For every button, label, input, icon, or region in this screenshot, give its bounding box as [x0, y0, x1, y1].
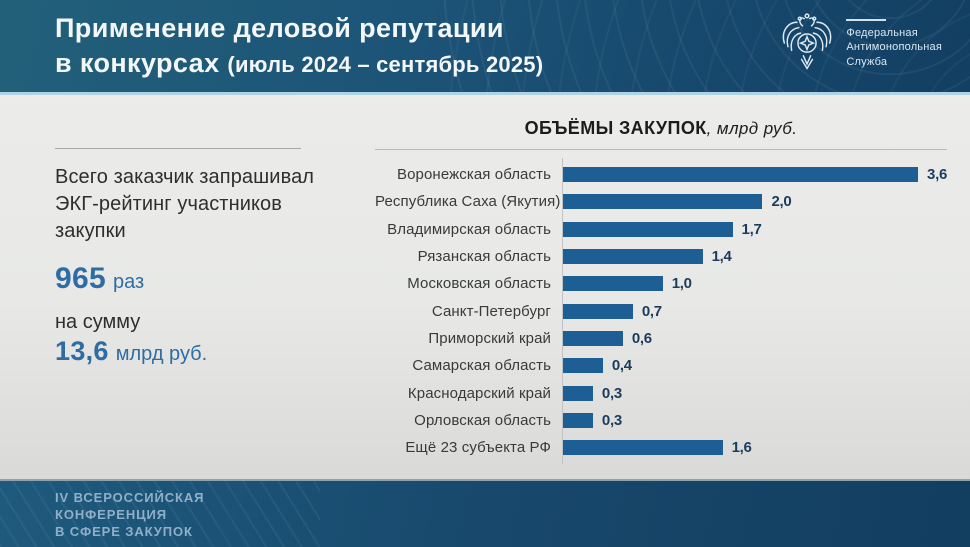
bar-category-label: Приморский край: [428, 329, 551, 347]
bar-category-label: Самарская область: [412, 357, 551, 375]
title-line-2: в конкурсах (июль 2024 – сентябрь 2025): [55, 47, 544, 78]
bar-area: 1,4: [563, 248, 947, 265]
page-title: Применение деловой репутации в конкурсах…: [55, 11, 543, 80]
bar-value-label: 0,3: [601, 411, 622, 429]
header: Применение деловой репутации в конкурсах…: [0, 0, 970, 95]
bar: [563, 358, 603, 374]
bar-category-label: Орловская область: [414, 411, 551, 429]
chart-row: Владимирская область 1,7: [375, 216, 947, 243]
bar-value-label: 1,4: [711, 248, 732, 266]
bar: [563, 194, 763, 210]
bar: [563, 385, 593, 401]
title-line-1: Применение деловой репутации: [55, 13, 504, 43]
bar-value-label: 1,7: [741, 220, 762, 238]
bar-value-label: 0,3: [601, 384, 622, 402]
purchase-volumes-chart: ОБЪЁМЫ ЗАКУПОК, млрд руб. Воронежская об…: [375, 118, 947, 465]
chart-divider: [375, 149, 947, 150]
stat-sum-unit: млрд руб.: [115, 343, 208, 365]
stat-requests: 965 раз: [55, 262, 315, 296]
chart-row: Республика Саха (Якутия) 2,0: [375, 188, 947, 215]
bar-value-label: 0,7: [641, 302, 662, 320]
bar-category-label: Ещё 23 субъекта РФ: [405, 439, 551, 457]
fas-logo: Федеральная Антимонопольная Служба: [778, 10, 942, 78]
chart-row: Самарская область 0,4: [375, 352, 947, 379]
logo-org-line2: Антимонопольная: [846, 41, 942, 54]
conference-caption: IV ВСЕРОССИЙСКАЯ КОНФЕРЕНЦИЯ В СФЕРЕ ЗАК…: [55, 490, 204, 541]
bar-category-label: Краснодарский край: [407, 384, 551, 402]
stats-divider: [55, 148, 301, 149]
chart-row: Воронежская область 3,6: [375, 161, 947, 188]
footer-line1: IV ВСЕРОССИЙСКАЯ: [55, 490, 205, 505]
bar: [563, 167, 919, 183]
bar: [563, 221, 733, 237]
bar: [563, 303, 633, 319]
chart-row: Московская область 1,0: [375, 270, 947, 297]
bar-category-label: Рязанская область: [417, 248, 551, 266]
title-date-range: (июль 2024 – сентябрь 2025): [227, 51, 544, 77]
bar-category-label: Московская область: [407, 275, 551, 293]
chart-row: Санкт-Петербург 0,7: [375, 297, 947, 324]
bar-area: 2,0: [563, 193, 947, 210]
logo-org-line1: Федеральная: [846, 27, 918, 40]
bar: [563, 249, 703, 265]
bar-category-label: Республика Саха (Якутия): [375, 193, 561, 211]
footer: IV ВСЕРОССИЙСКАЯ КОНФЕРЕНЦИЯ В СФЕРЕ ЗАК…: [0, 479, 970, 547]
bar-value-label: 1,0: [671, 275, 692, 293]
bar-value-label: 3,6: [927, 166, 947, 184]
stat-sum-label: на сумму: [55, 311, 141, 333]
bar-value-label: 1,6: [731, 439, 752, 457]
stat-sum: 13,6 млрд руб.: [55, 336, 315, 367]
bar-area: 1,6: [563, 439, 947, 456]
bar-area: 0,6: [563, 330, 947, 347]
footer-line3: В СФЕРЕ ЗАКУПОК: [55, 523, 193, 539]
stats-description: Всего заказчик запрашивал ЭКГ-рейтинг уч…: [55, 166, 315, 242]
bar-value-label: 0,6: [631, 329, 652, 347]
bar-area: 1,7: [563, 221, 947, 238]
chart-title: ОБЪЁМЫ ЗАКУПОК, млрд руб.: [375, 118, 947, 139]
bar-area: 0,3: [563, 412, 947, 429]
bar-area: 1,0: [563, 275, 947, 292]
logo-org-line3: Служба: [846, 55, 888, 68]
chart-title-main: ОБЪЁМЫ ЗАКУПОК: [524, 118, 707, 138]
bar-category-label: Воронежская область: [397, 166, 551, 184]
chart-rows: Воронежская область 3,6 Республика Саха (Я…: [375, 157, 947, 465]
bar: [563, 440, 723, 456]
bar: [563, 330, 623, 346]
stat-sum-value: 13,6: [55, 336, 109, 366]
bar-area: 0,7: [563, 303, 947, 320]
bar-category-label: Санкт-Петербург: [431, 302, 551, 320]
bar-area: 0,3: [563, 385, 947, 402]
bar-area: 3,6: [563, 166, 947, 183]
bar: [563, 412, 593, 428]
chart-title-unit: , млрд руб.: [706, 119, 798, 138]
stat-requests-unit: раз: [112, 271, 145, 293]
bar-area: 0,4: [563, 357, 947, 374]
stat-requests-value: 965: [55, 262, 106, 295]
stats-panel: Всего заказчик запрашивал ЭКГ-рейтинг уч…: [55, 148, 315, 367]
footer-line2: КОНФЕРЕНЦИЯ: [55, 506, 168, 522]
logo-text: Федеральная Антимонопольная Служба: [846, 19, 942, 69]
bar-value-label: 0,4: [611, 357, 632, 375]
chart-row: Ещё 23 субъекта РФ 1,6: [375, 434, 947, 461]
chart-row: Краснодарский край 0,3: [375, 379, 947, 406]
bar-category-label: Владимирская область: [387, 220, 551, 238]
logo-rule: [846, 19, 887, 22]
chart-row: Орловская область 0,3: [375, 407, 947, 434]
chart-row: Приморский край 0,6: [375, 325, 947, 352]
chart-row: Рязанская область 1,4: [375, 243, 947, 270]
bar: [563, 276, 663, 292]
double-headed-eagle-icon: [783, 13, 832, 70]
bar-value-label: 2,0: [771, 193, 792, 211]
